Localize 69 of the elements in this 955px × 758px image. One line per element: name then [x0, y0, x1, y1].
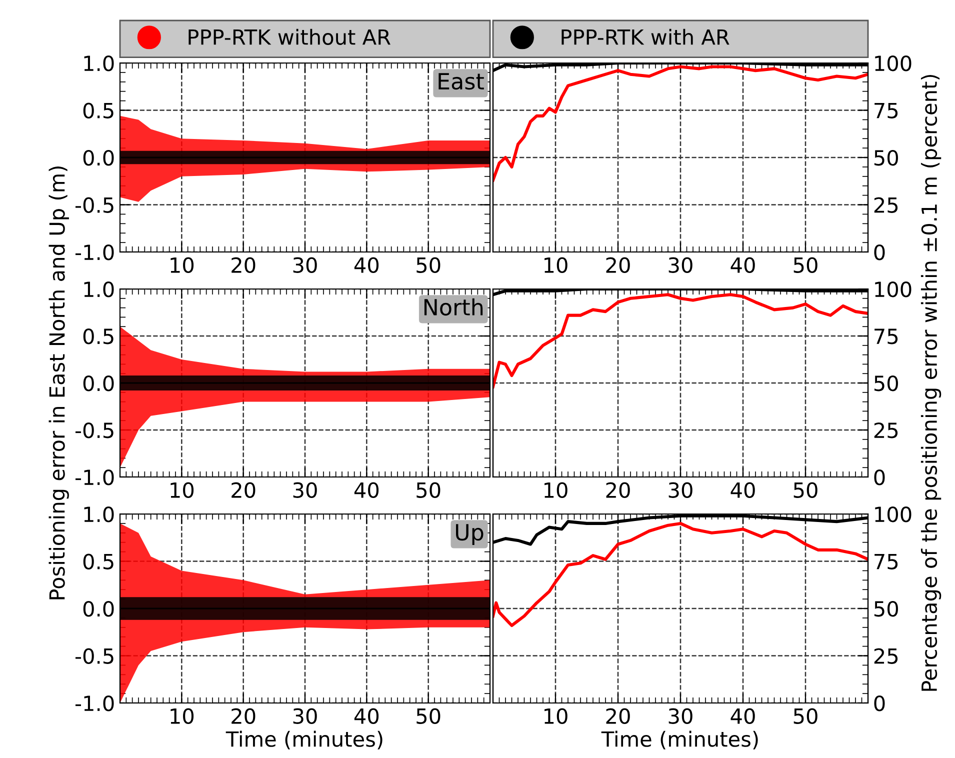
- y-tick-label: 0.5: [83, 102, 114, 118]
- y2-tick-label: 0: [874, 695, 885, 712]
- y2-tick-label: 75: [874, 328, 898, 344]
- y-tick-label: -1.0: [76, 469, 114, 486]
- y-axis-title: Positioning error in East North and Up (m): [48, 166, 69, 600]
- x-tick-label: 30: [293, 708, 317, 724]
- y-tick-label: 0.0: [83, 375, 114, 392]
- annotation: Up: [456, 524, 484, 545]
- x-tick-label: 20: [232, 257, 256, 273]
- y-tick-label: 1.0: [84, 55, 114, 72]
- x-tick-label: 40: [354, 482, 379, 498]
- annotation: East: [438, 73, 484, 90]
- x-tick-label: 20: [232, 482, 256, 498]
- x-tick-label: 50: [794, 257, 818, 273]
- legend-label: PPP-RTK without AR: [188, 28, 390, 45]
- y-tick-label: 0.0: [83, 600, 114, 617]
- y2-tick-label: 25: [874, 422, 898, 438]
- x-tick-label: 10: [544, 708, 568, 724]
- x-tick-label: 40: [730, 257, 755, 273]
- y2-tick-label: 100: [875, 55, 912, 72]
- y-tick-label: 0.5: [83, 554, 114, 570]
- y-tick-label: 1.0: [84, 506, 114, 522]
- x-tick-label: 10: [170, 708, 194, 724]
- x-tick-label: 30: [668, 708, 692, 724]
- x-tick-label: 40: [730, 708, 755, 724]
- y-tick-label: -0.5: [76, 422, 114, 438]
- y2-axis-title: Percentage of the positioning error within ±0.1 m (percent): [920, 74, 942, 691]
- x-axis-title: Time (minutes): [226, 730, 382, 750]
- y-tick-label: 0.5: [83, 328, 114, 344]
- x-tick-label: 10: [170, 257, 194, 273]
- y2-tick-label: 0: [874, 244, 885, 260]
- y2-tick-label: 50: [874, 150, 898, 166]
- x-tick-label: 50: [794, 708, 818, 724]
- y-tick-label: -1.0: [76, 695, 114, 712]
- x-tick-label: 10: [170, 482, 194, 498]
- x-tick-label: 50: [416, 708, 440, 724]
- legend-label: PPP-RTK with AR: [562, 28, 730, 45]
- y-tick-label: -0.5: [76, 648, 114, 664]
- y2-tick-label: 75: [874, 554, 898, 570]
- x-tick-label: 30: [668, 482, 692, 498]
- x-tick-label: 40: [354, 257, 379, 273]
- x-tick-label: 30: [668, 257, 692, 273]
- x-tick-label: 50: [416, 257, 440, 273]
- x-tick-label: 20: [606, 257, 630, 273]
- x-tick-label: 10: [544, 257, 568, 273]
- x-tick-label: 50: [416, 482, 440, 498]
- x-tick-label: 40: [354, 708, 379, 724]
- x-tick-label: 30: [293, 482, 317, 498]
- y2-tick-label: 25: [874, 197, 898, 213]
- x-tick-label: 30: [293, 257, 317, 273]
- y-tick-label: 1.0: [84, 281, 114, 298]
- y2-tick-label: 100: [875, 281, 912, 298]
- y-tick-label: -0.5: [76, 197, 114, 213]
- y2-tick-label: 25: [874, 648, 898, 664]
- x-tick-label: 40: [730, 482, 755, 498]
- y2-tick-label: 100: [875, 506, 912, 522]
- y-tick-label: -1.0: [76, 244, 114, 260]
- x-tick-label: 20: [606, 482, 630, 498]
- annotation: North: [424, 298, 483, 316]
- y2-tick-label: 50: [874, 375, 898, 392]
- y2-tick-label: 0: [874, 469, 885, 486]
- x-tick-label: 10: [544, 482, 568, 498]
- y2-tick-label: 75: [874, 102, 898, 118]
- y2-tick-label: 50: [874, 600, 898, 617]
- x-tick-label: 20: [606, 708, 630, 724]
- x-tick-label: 20: [232, 708, 256, 724]
- x-tick-label: 50: [794, 482, 818, 498]
- y-tick-label: 0.0: [83, 150, 114, 166]
- x-axis-title: Time (minutes): [601, 730, 758, 750]
